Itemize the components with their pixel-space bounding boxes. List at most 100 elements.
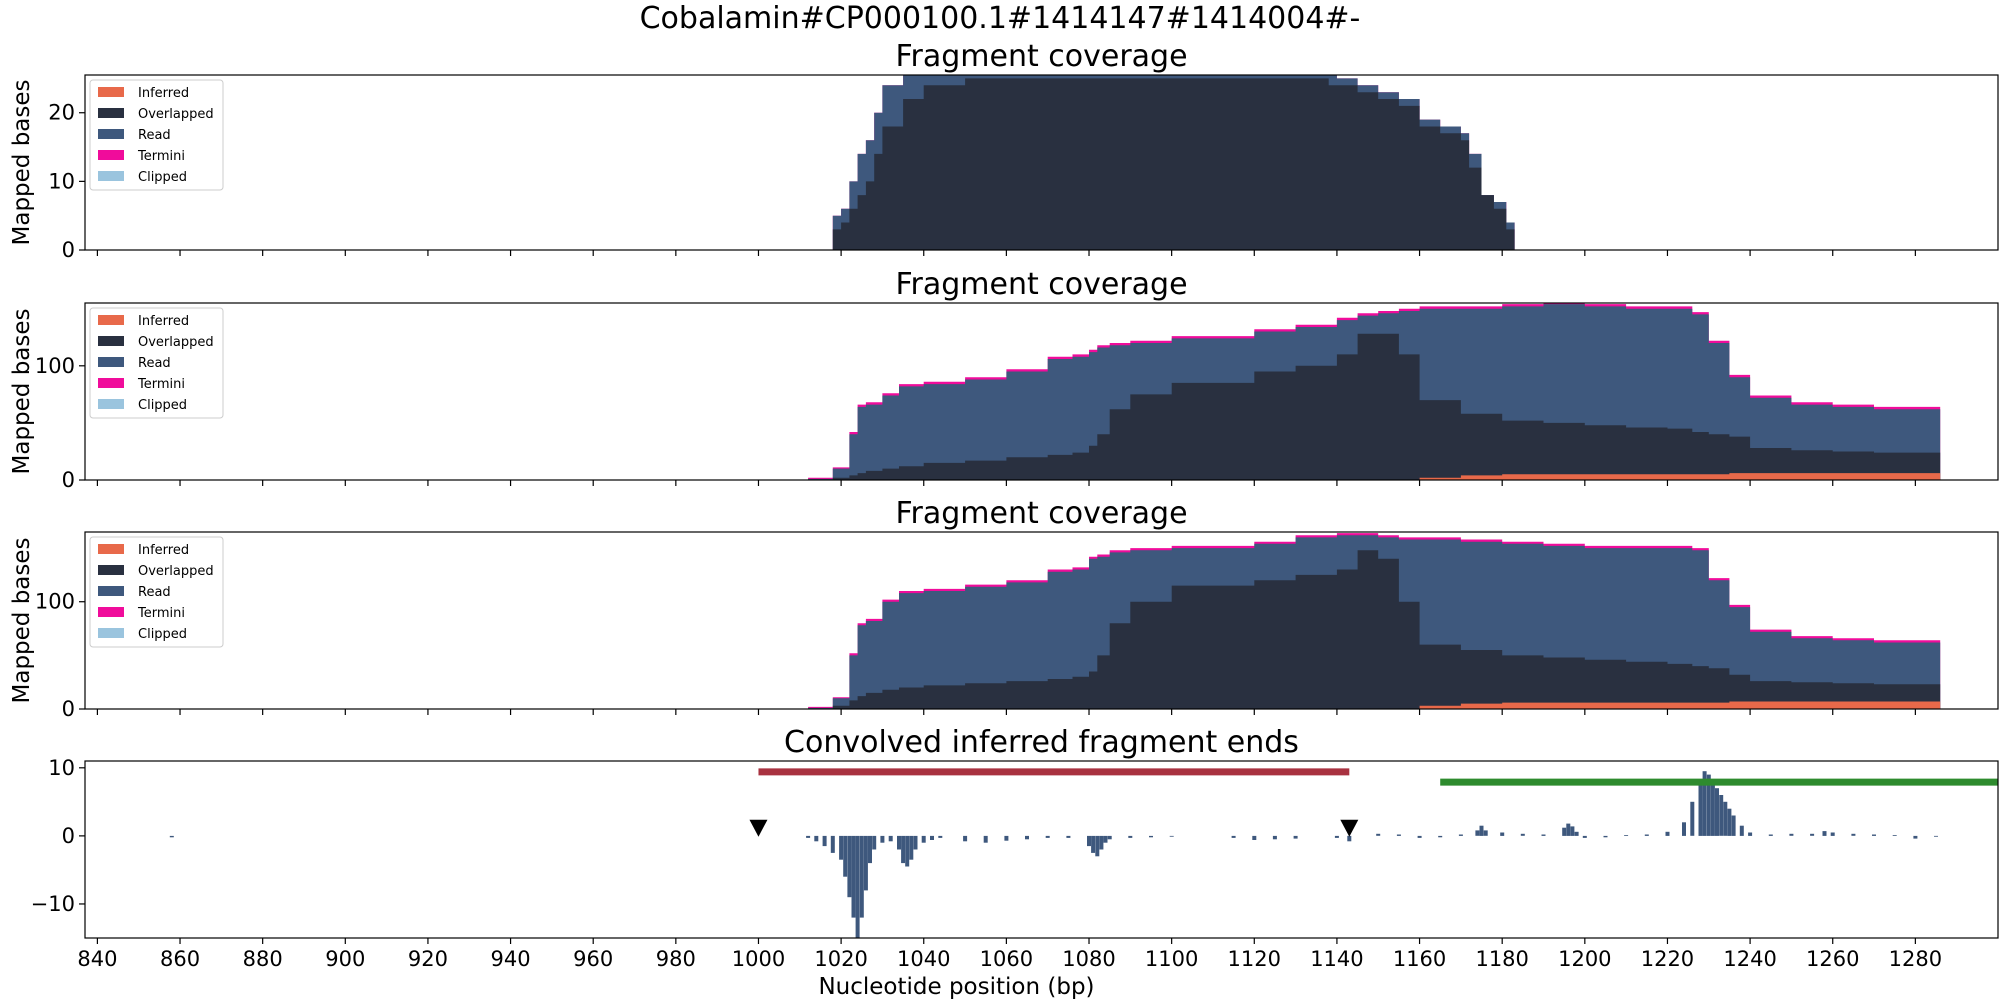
bar-70 [1710, 781, 1715, 836]
x-tick-label: 1160 [1393, 947, 1446, 971]
bar-38 [1169, 835, 1174, 837]
legend-label-clipped: Clipped [138, 170, 187, 185]
y-tick-label: 20 [48, 101, 75, 125]
x-tick-label: 1240 [1723, 947, 1776, 971]
bar-28 [1045, 835, 1050, 838]
bar-47 [1417, 835, 1422, 838]
bar-66 [1690, 801, 1695, 836]
bar-24 [963, 835, 968, 842]
figure-suptitle: Cobalamin#CP000100.1#1414147#1414004#- [640, 1, 1361, 36]
legend-label-clipped: Clipped [138, 627, 187, 642]
series-inferred-area [808, 472, 1941, 480]
bar-6 [843, 835, 848, 877]
y-tick-label: 0 [62, 824, 75, 848]
x-tick-label: 1080 [1062, 947, 1115, 971]
legend-label-termini: Termini [137, 606, 185, 621]
bar-64 [1665, 831, 1670, 836]
x-tick-label: 900 [325, 947, 365, 971]
bar-39 [1231, 835, 1236, 838]
y-axis-label: Mapped bases [9, 308, 35, 474]
bar-42 [1293, 835, 1298, 839]
bar-52 [1483, 830, 1488, 836]
bar-79 [1789, 833, 1794, 836]
bar-40 [1252, 835, 1257, 840]
x-tick-label: 1100 [1145, 947, 1198, 971]
bar-13 [872, 835, 877, 850]
panel-data [832, 75, 1515, 250]
bar-73 [1723, 801, 1728, 836]
x-tick-label: 880 [243, 947, 283, 971]
y-tick-label: 10 [48, 756, 75, 780]
panel-title: Fragment coverage [895, 267, 1187, 302]
series-inferred-area [808, 700, 1941, 709]
legend: Inferred Overlapped Read Termini Clipped [89, 536, 224, 648]
legend-swatch-read [98, 357, 124, 367]
bar-76 [1739, 825, 1744, 836]
y-tick-label: 100 [35, 354, 75, 378]
x-tick-label: 1220 [1641, 947, 1694, 971]
bar-74 [1727, 808, 1732, 836]
bar-23 [938, 835, 943, 838]
bar-44 [1347, 835, 1352, 842]
x-tick-label: 1280 [1889, 947, 1942, 971]
bar-54 [1520, 833, 1525, 836]
bar-58 [1570, 826, 1575, 836]
bar-37 [1149, 835, 1153, 838]
bar-16 [897, 835, 901, 850]
bar-22 [930, 835, 934, 840]
x-tick-label: 840 [77, 947, 117, 971]
x-tick-label: 1260 [1806, 947, 1859, 971]
legend-swatch-inferred [98, 315, 124, 325]
legend-label-inferred: Inferred [138, 543, 189, 558]
bar-51 [1479, 825, 1484, 836]
bar-7 [847, 835, 852, 898]
y-tick-label: 0 [62, 697, 75, 721]
bar-86 [1913, 835, 1918, 839]
bar-11 [863, 835, 868, 891]
bar-27 [1025, 835, 1029, 840]
legend-label-read: Read [138, 356, 171, 371]
panel-title: Convolved inferred fragment ends [784, 725, 1299, 760]
bar-71 [1715, 788, 1719, 836]
x-tick-label: 980 [656, 947, 696, 971]
bar-19 [909, 835, 914, 860]
legend-swatch-overlapped [98, 108, 124, 118]
bar-81 [1822, 831, 1827, 836]
x-tick-label: 1040 [897, 947, 950, 971]
legend-box [89, 307, 224, 419]
bar-26 [1004, 835, 1009, 841]
bar-33 [1099, 835, 1104, 850]
panel-data [169, 768, 1998, 938]
series-overlapped-area [832, 78, 1515, 250]
legend-label-read: Read [138, 128, 171, 143]
bar-68 [1702, 771, 1707, 836]
bar-62 [1624, 835, 1629, 836]
bar-82 [1830, 832, 1835, 836]
bar-4 [830, 835, 835, 853]
bar-8 [851, 835, 856, 918]
legend-swatch-inferred [98, 87, 124, 97]
legend-label-read: Read [138, 585, 171, 600]
bar-15 [888, 835, 893, 842]
x-tick-label: 920 [408, 947, 448, 971]
bar-75 [1731, 815, 1736, 836]
bar-61 [1603, 835, 1608, 838]
bar-84 [1872, 834, 1876, 836]
bar-21 [921, 835, 926, 843]
legend-swatch-clipped [98, 171, 124, 181]
bar-53 [1500, 832, 1505, 836]
bar-30 [1087, 835, 1091, 847]
bar-0 [169, 835, 174, 838]
bar-3 [822, 835, 827, 847]
legend-label-overlapped: Overlapped [138, 564, 214, 579]
bar-45 [1376, 833, 1381, 836]
y-tick-label: 0 [62, 238, 75, 262]
bar-77 [1748, 832, 1753, 836]
bar-35 [1107, 835, 1112, 840]
legend-label-inferred: Inferred [138, 86, 189, 101]
y-tick-label: 100 [35, 590, 75, 614]
bar-78 [1768, 834, 1773, 836]
legend: Inferred Overlapped Read Termini Clipped [89, 307, 224, 419]
